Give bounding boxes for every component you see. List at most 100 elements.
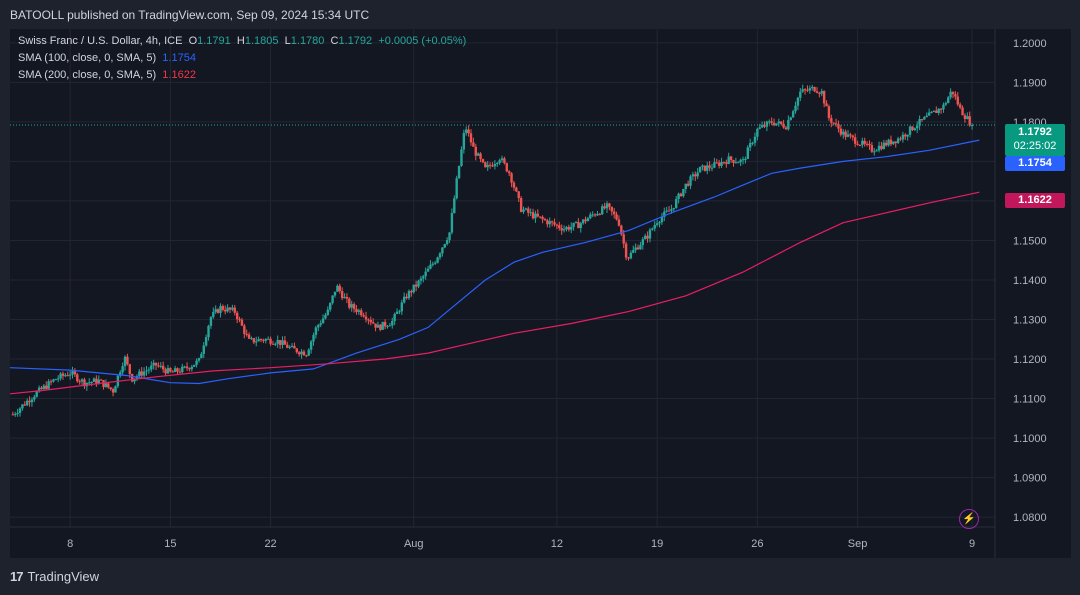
candle-body <box>930 111 933 113</box>
candle-body <box>235 312 239 320</box>
candle-body <box>33 396 36 400</box>
sma100-value: 1.1754 <box>162 52 196 64</box>
candle-body <box>780 121 783 124</box>
candle-body <box>209 317 213 326</box>
candle-body <box>770 121 773 123</box>
candle-body <box>615 214 618 220</box>
candle-body <box>725 162 728 164</box>
candle-body <box>596 213 599 216</box>
candle-body <box>228 307 232 310</box>
tradingview-logo[interactable]: 17 TradingView <box>10 569 99 584</box>
candle-body <box>748 143 752 148</box>
candle-body <box>620 225 623 235</box>
sma100-legend[interactable]: SMA (100, close, 0, SMA, 5) 1.1754 <box>18 52 196 64</box>
y-tick-label: 1.0900 <box>1013 473 1047 485</box>
candle-body <box>414 284 418 287</box>
close-value: 1.1792 <box>338 35 373 47</box>
candle-body <box>811 87 814 89</box>
symbol-title[interactable]: Swiss Franc / U.S. Dollar, 4h, ICE <box>18 35 183 47</box>
candle-body <box>715 162 718 164</box>
candle-body <box>185 366 189 369</box>
candle-body <box>190 366 194 370</box>
x-tick-label: Aug <box>404 538 424 550</box>
candle-body <box>264 339 267 341</box>
candle-body <box>193 364 196 367</box>
candle-body <box>469 133 473 143</box>
price-chart[interactable]: 1.20001.19001.18001.17001.16001.15001.14… <box>10 29 1071 558</box>
candle-body <box>224 309 227 312</box>
candle-body <box>231 307 234 310</box>
candle-body <box>476 153 480 156</box>
candle-body <box>751 142 754 144</box>
lightning-alert-icon[interactable]: ⚡ <box>959 509 979 529</box>
candle-body <box>503 158 506 164</box>
candle-body <box>379 324 382 330</box>
candle-body <box>154 362 158 366</box>
candle-body <box>314 327 318 336</box>
candle-body <box>820 91 823 94</box>
candle-body <box>722 162 726 164</box>
candle-body <box>133 378 136 382</box>
candle-body <box>768 121 771 123</box>
candle-body <box>884 142 888 146</box>
candle-body <box>233 307 236 313</box>
symbol-legend[interactable]: Swiss Franc / U.S. Dollar, 4h, ICE O 1.17… <box>18 35 466 47</box>
sma200-label[interactable]: SMA (200, close, 0, SMA, 5) <box>18 69 157 81</box>
candle-body <box>360 310 363 316</box>
candle-body <box>539 216 542 218</box>
candle-body <box>906 134 909 137</box>
chart-panel[interactable]: 1.20001.19001.18001.17001.16001.15001.14… <box>10 29 1071 558</box>
candle-body <box>947 97 950 104</box>
candle-body <box>519 198 523 212</box>
candle-body <box>842 131 845 135</box>
candle-body <box>340 291 344 299</box>
candle-body <box>338 285 341 292</box>
change-value: +0.0005 (+0.05%) <box>378 35 467 47</box>
candle-body <box>173 368 177 373</box>
sma100-label[interactable]: SMA (100, close, 0, SMA, 5) <box>18 52 157 64</box>
candle-body <box>899 138 902 140</box>
candle-body <box>307 349 310 356</box>
candle-body <box>157 365 160 367</box>
candle-body <box>138 371 141 377</box>
candle-body <box>52 379 55 382</box>
candle-body <box>956 96 959 105</box>
y-tick-label: 1.1900 <box>1013 77 1047 89</box>
candle-body <box>171 371 174 373</box>
candle-body <box>247 334 251 339</box>
candle-body <box>295 348 299 353</box>
candle-body <box>381 321 384 330</box>
candle-body <box>698 166 702 173</box>
candle-body <box>104 383 108 388</box>
x-tick-label: 9 <box>969 538 975 550</box>
candle-body <box>288 346 291 348</box>
candle-body <box>942 104 945 110</box>
candle-body <box>188 368 191 370</box>
candle-body <box>326 309 330 315</box>
candle-body <box>684 183 687 190</box>
candle-body <box>479 153 482 160</box>
open-key: O <box>188 35 198 47</box>
candle-body <box>865 143 869 145</box>
candle-body <box>844 131 847 137</box>
candle-body <box>806 89 809 91</box>
candle-body <box>839 128 843 135</box>
candle-body <box>524 208 528 210</box>
candle-body <box>393 313 396 322</box>
candle-body <box>880 145 883 149</box>
candle-body <box>159 365 163 367</box>
candle-body <box>908 126 912 135</box>
sma200-legend[interactable]: SMA (200, close, 0, SMA, 5) 1.1622 <box>18 69 196 81</box>
candle-body <box>76 374 79 382</box>
candle-body <box>319 323 322 326</box>
candle-body <box>145 370 148 372</box>
candle-body <box>178 371 182 373</box>
candle-body <box>491 165 494 167</box>
candle-body <box>717 162 721 166</box>
candle-body <box>555 224 559 226</box>
candle-body <box>302 351 306 356</box>
candle-body <box>450 212 454 233</box>
candle-body <box>164 369 167 374</box>
candle-body <box>927 112 931 116</box>
candle-body <box>550 221 554 223</box>
